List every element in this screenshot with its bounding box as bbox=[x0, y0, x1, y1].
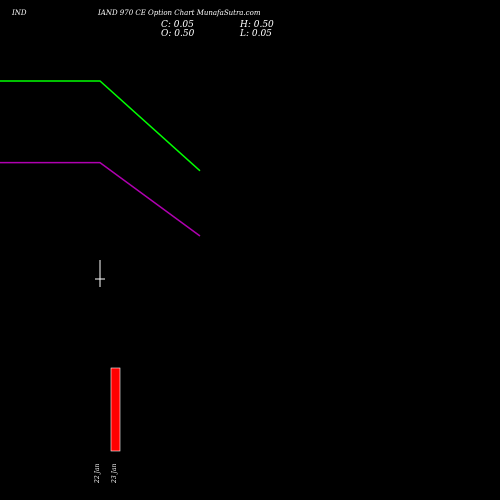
date-tick-label: 22 Jan bbox=[94, 463, 101, 484]
symbol-label: IND bbox=[12, 9, 27, 17]
date-tick-label: 23 Jan bbox=[111, 463, 118, 484]
green-ma-line bbox=[0, 80, 201, 172]
volume-bars bbox=[110, 367, 121, 452]
candles bbox=[95, 260, 105, 287]
open-value: O: 0.50 bbox=[161, 29, 195, 39]
date-axis: 22 Jan 23 Jan bbox=[94, 463, 118, 484]
low-value: L: 0.05 bbox=[240, 29, 272, 39]
purple-ma-line bbox=[0, 161, 201, 237]
close-value: C: 0.05 bbox=[161, 20, 194, 30]
chart-title: IAND 970 CE Option Chart MunafaSutra.com bbox=[98, 9, 261, 17]
high-value: H: 0.50 bbox=[240, 20, 274, 30]
volume-bar bbox=[110, 367, 121, 452]
